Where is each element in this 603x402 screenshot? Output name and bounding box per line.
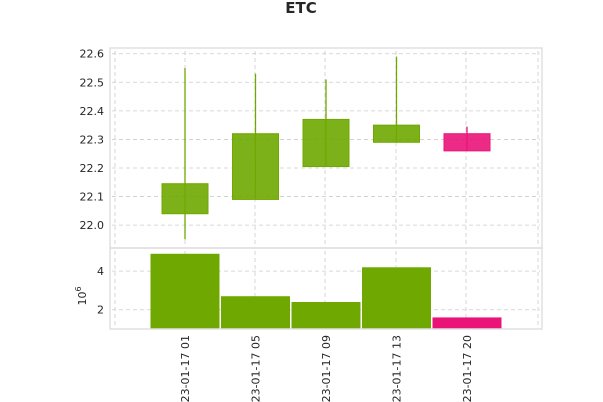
x-tick-label: 023-01-17 09 (320, 335, 333, 402)
price-tick-label: 22.5 (80, 76, 105, 89)
candle-body (443, 133, 491, 152)
volume-bar (291, 302, 361, 329)
x-tick-label: 023-01-17 01 (179, 335, 192, 402)
candle-body (232, 133, 279, 200)
volume-bar (221, 296, 290, 329)
candle-body (161, 183, 209, 215)
price-tick-label: 22.6 (80, 48, 105, 61)
price-tick-label: 22.0 (80, 219, 105, 232)
x-tick-label: 023-01-17 13 (391, 335, 404, 402)
price-tick-label: 22.3 (80, 133, 105, 146)
x-tick-label: 023-01-17 20 (461, 335, 474, 402)
volume-axis-scale-label: 106 (74, 286, 89, 305)
volume-panel-frame (109, 247, 543, 330)
volume-tick-label: 4 (97, 265, 104, 278)
price-tick-label: 22.1 (80, 191, 105, 204)
candle-body (302, 118, 350, 168)
price-tick-label: 22.4 (80, 105, 105, 118)
chart-title: ETC (285, 0, 317, 17)
volume-bar (150, 253, 220, 329)
price-panel (161, 56, 491, 240)
volume-tick-label: 2 (97, 304, 104, 317)
axes: 22.0 22.1 22.2 22.3 22.4 22.5 22.6 2 4 023-01-17 … (80, 47, 543, 402)
price-tick-label: 22.2 (80, 162, 105, 175)
x-tick-label: 023-01-17 05 (250, 335, 263, 402)
volume-axis-scale-exponent: 6 (74, 286, 83, 291)
candle-body (373, 124, 420, 143)
volume-bar (362, 267, 431, 329)
volume-axis-scale-base: 10 (76, 292, 89, 306)
volume-panel (150, 253, 502, 329)
volume-bar (432, 317, 502, 329)
